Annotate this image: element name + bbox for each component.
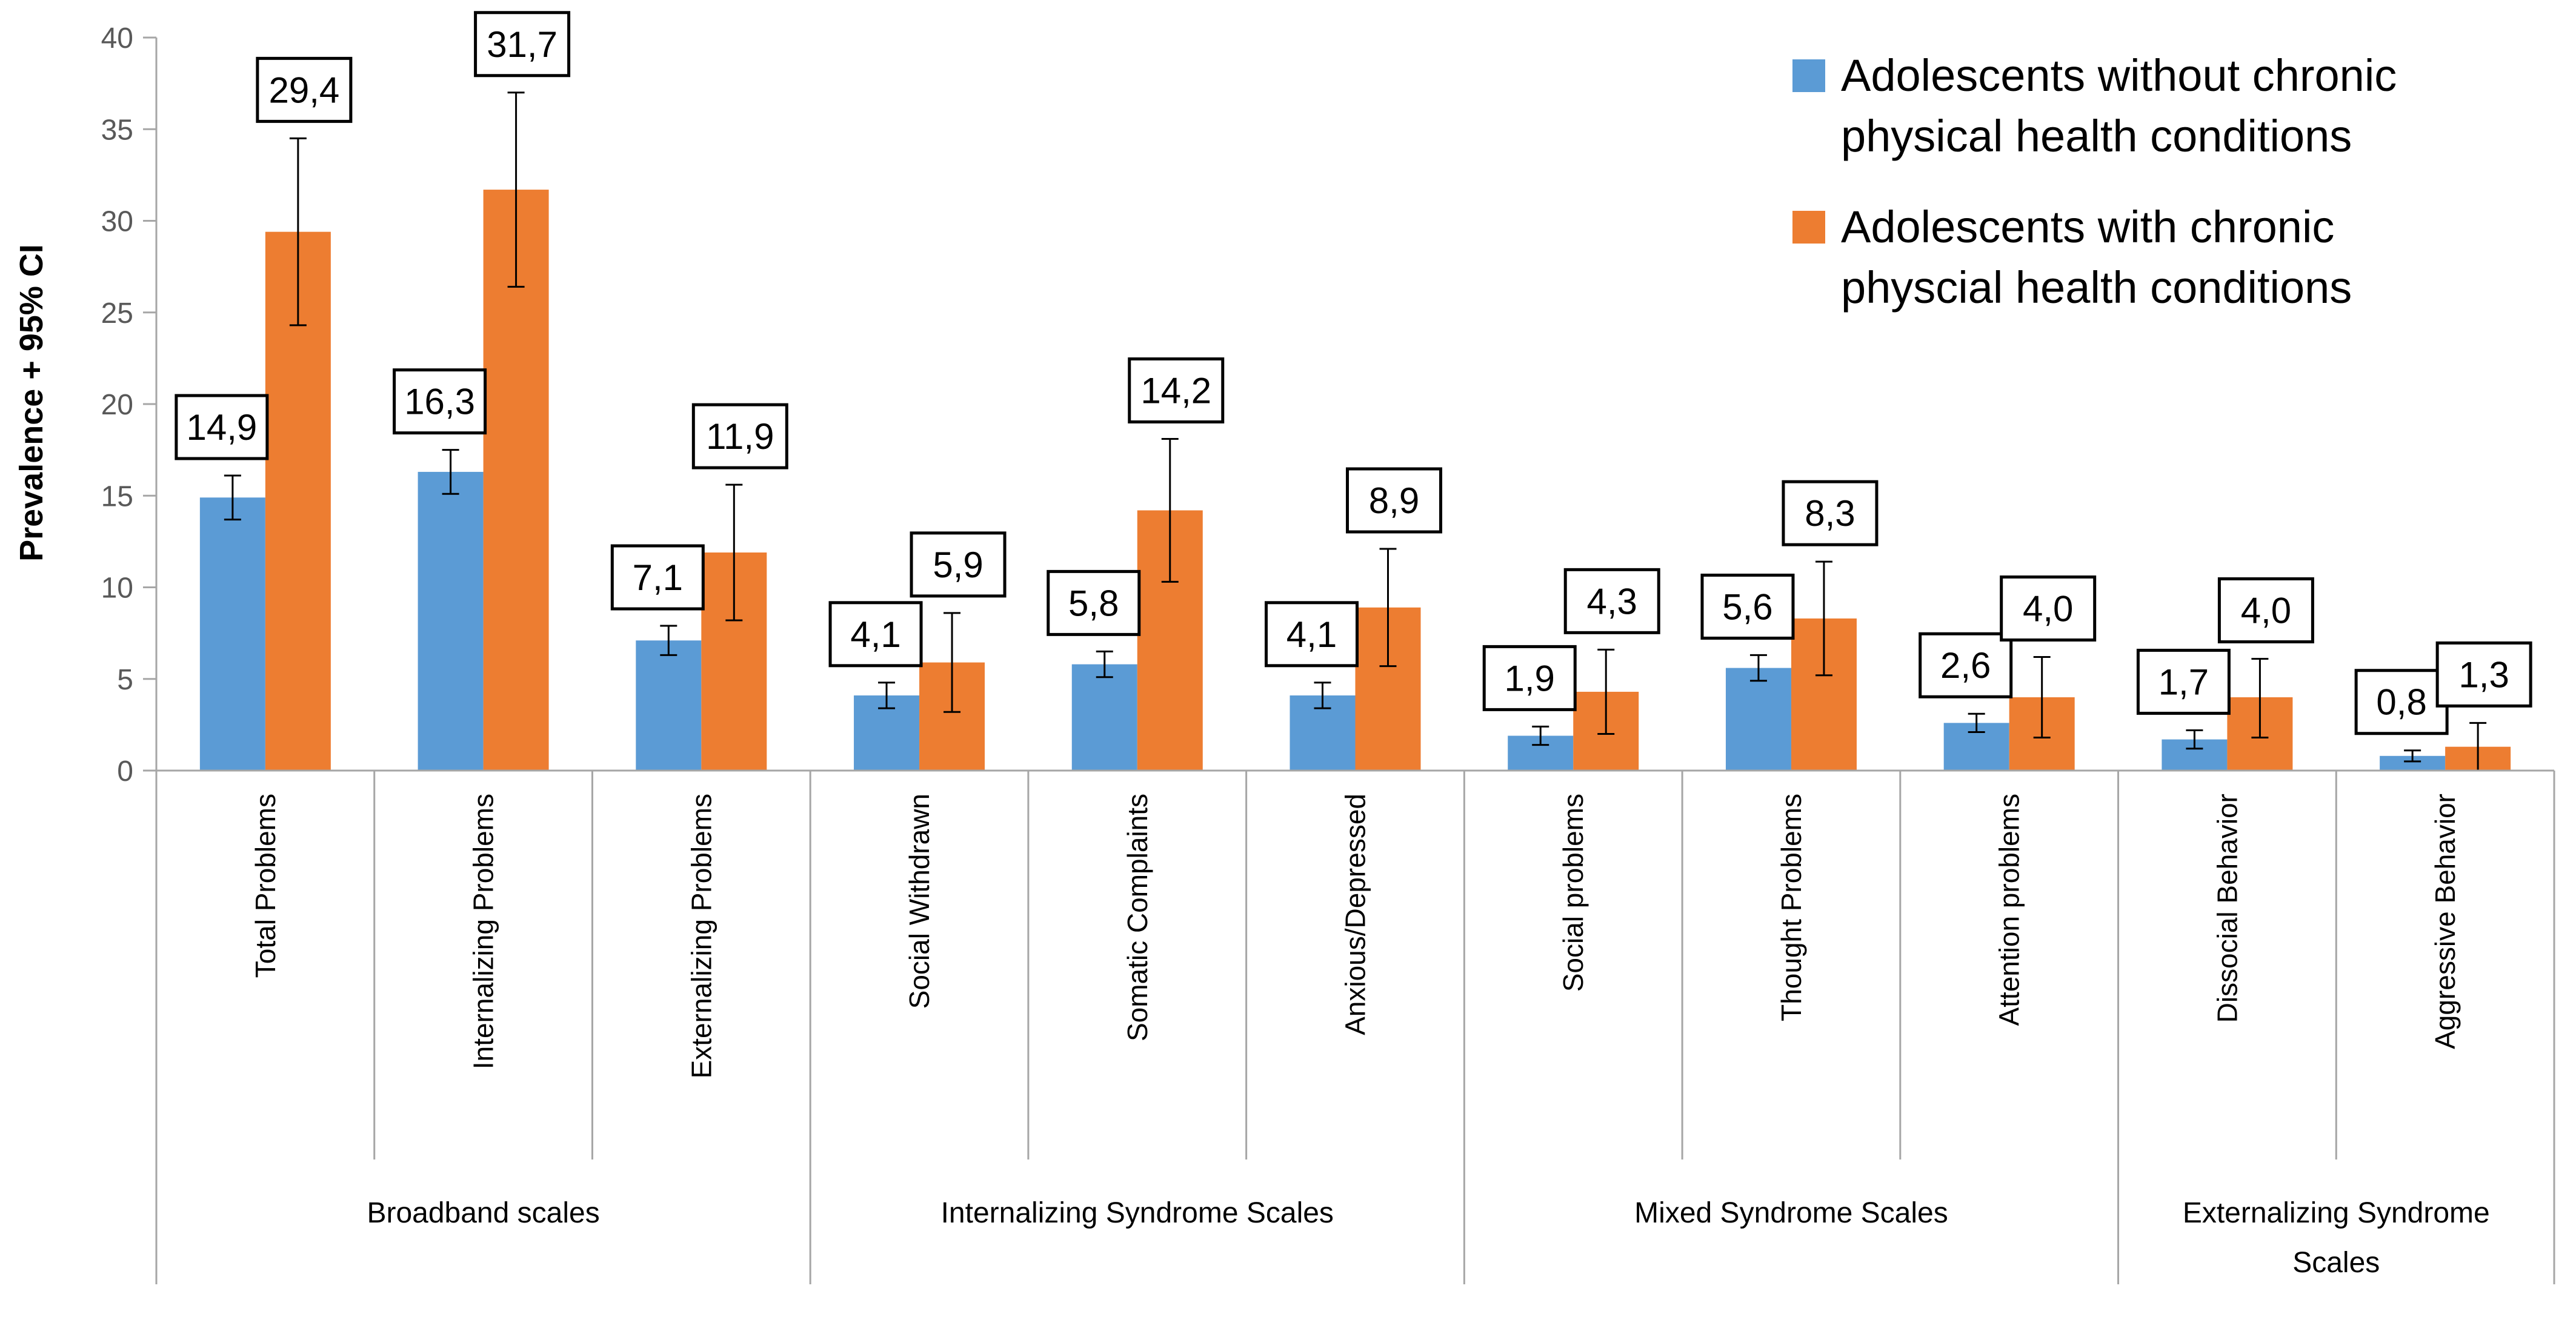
legend-swatch-without-condition (1792, 59, 1825, 92)
category-label: Thought Problems (1776, 794, 1807, 1021)
legend-label-line: physical health conditions (1841, 111, 2352, 161)
category-label: Total Problems (250, 794, 281, 978)
bars (199, 190, 2511, 771)
data-label: 4,1 (1286, 614, 1337, 655)
data-label-box (1346, 467, 1442, 534)
category-label: Aggressive Behavior (2429, 794, 2461, 1049)
group-label-line: Mixed Syndrome Scales (1634, 1197, 1948, 1229)
group-label: Externalizing Syndrome Scales (2183, 1197, 2490, 1279)
y-tick-label: 25 (101, 297, 133, 330)
legend-label-line: physcial health conditions (1841, 262, 2352, 313)
group-label: Internalizing Syndrome Scales (941, 1197, 1334, 1229)
data-label: 4,0 (2241, 590, 2291, 631)
data-label: 4,3 (1587, 581, 1637, 622)
data-label-box (2000, 575, 2097, 642)
y-tick-label: 15 (101, 480, 133, 513)
legend-label-line: Adolescents without chronic (1841, 50, 2397, 101)
group-label: Mixed Syndrome Scales (1634, 1197, 1948, 1229)
data-label-box (474, 11, 571, 78)
data-label-box (2136, 648, 2231, 715)
data-label-box (393, 368, 487, 435)
category-label: Dissocial Behavior (2211, 794, 2243, 1023)
data-label: 31,7 (487, 24, 557, 65)
y-tick-label: 5 (117, 664, 133, 696)
category-label: Attention problems (1994, 794, 2025, 1026)
data-label: 5,9 (933, 545, 983, 585)
category-label: Somatic Complaints (1122, 794, 1153, 1041)
legend-label-line: Adolescents with chronic (1841, 202, 2334, 252)
legend-swatch-with-condition (1792, 211, 1825, 244)
data-label: 16,3 (404, 382, 475, 422)
data-labels: 14,9 16,3 7,1 4,1 5,8 4,1 1,9 5,6 2,6 1,7 0,8 29,4 3… (175, 11, 2532, 735)
group-label-line: Internalizing Syndrome Scales (941, 1197, 1334, 1229)
data-label: 29,4 (268, 70, 339, 110)
data-label-box (2217, 577, 2314, 643)
data-label-box (256, 56, 353, 123)
data-label: 5,8 (1068, 583, 1119, 623)
data-label-box (1482, 645, 1577, 711)
data-label-box (910, 531, 1007, 598)
group-label-line: Scales (2292, 1247, 2380, 1279)
y-tick-label: 35 (101, 114, 133, 146)
data-label: 1,7 (2158, 662, 2209, 702)
data-label: 14,2 (1140, 370, 1211, 411)
group-label-line: Externalizing Syndrome (2183, 1197, 2490, 1229)
bar-without-condition (418, 471, 484, 771)
data-label: 14,9 (186, 407, 257, 448)
data-label: 8,9 (1369, 480, 1419, 521)
bar-without-condition (636, 640, 702, 771)
data-label-box (1047, 569, 1141, 636)
group-labels: Broadband scales Internalizing Syndrome S… (367, 1197, 2489, 1279)
data-label-box (691, 403, 788, 469)
category-label: Social Withdrawn (904, 794, 935, 1009)
y-axis-title: Prevalence + 95% CI (13, 244, 50, 562)
data-label-box (1128, 357, 1225, 423)
group-label-line: Broadband scales (367, 1197, 599, 1229)
data-label: 5,6 (1722, 586, 1772, 627)
data-label-box (2354, 669, 2449, 735)
category-label: Anxious/Depressed (1340, 794, 1371, 1035)
data-label-box (175, 394, 269, 460)
group-label: Broadband scales (367, 1197, 599, 1229)
y-tick-label: 30 (101, 206, 133, 238)
data-label: 4,0 (2023, 588, 2073, 629)
legend-label: Adolescents without chronic physical heal… (1841, 50, 2397, 161)
category-label: Externalizing Problems (685, 794, 717, 1078)
axes (155, 38, 2555, 1284)
data-label-box (610, 544, 705, 611)
category-label: Social problems (1557, 794, 1589, 992)
data-label-box (828, 601, 923, 668)
y-tick-label: 0 (117, 755, 133, 788)
data-label: 1,9 (1505, 658, 1555, 698)
category-label: Internalizing Problems (468, 794, 499, 1069)
bar-without-condition (199, 497, 265, 771)
data-label-box (1919, 632, 2013, 698)
data-label: 11,9 (706, 416, 774, 457)
data-label: 0,8 (2376, 682, 2426, 723)
legend: Adolescents without chronic physical heal… (1792, 50, 2397, 313)
data-label-box (1563, 568, 1660, 634)
data-label: 4,1 (850, 614, 900, 655)
data-label-box (1782, 480, 1879, 546)
data-label: 1,3 (2458, 654, 2509, 695)
data-label: 2,6 (1940, 645, 1991, 686)
data-label-box (1265, 601, 1359, 668)
legend-label: Adolescents with chronic physcial health … (1841, 202, 2352, 313)
y-tick-label: 20 (101, 389, 133, 421)
data-label-box (2435, 641, 2532, 708)
bar-without-condition (1071, 664, 1137, 771)
data-label-box (1700, 573, 1795, 640)
y-axis-ticks: 0 5 10 15 20 25 30 35 40 (101, 22, 156, 788)
bar-without-condition (1725, 668, 1791, 771)
data-label: 7,1 (633, 557, 683, 598)
y-tick-label: 40 (101, 22, 133, 55)
category-labels: Total Problems Internalizing Problems Exte… (250, 794, 2461, 1078)
y-tick-label: 10 (101, 572, 133, 605)
data-label: 8,3 (1805, 493, 1855, 534)
